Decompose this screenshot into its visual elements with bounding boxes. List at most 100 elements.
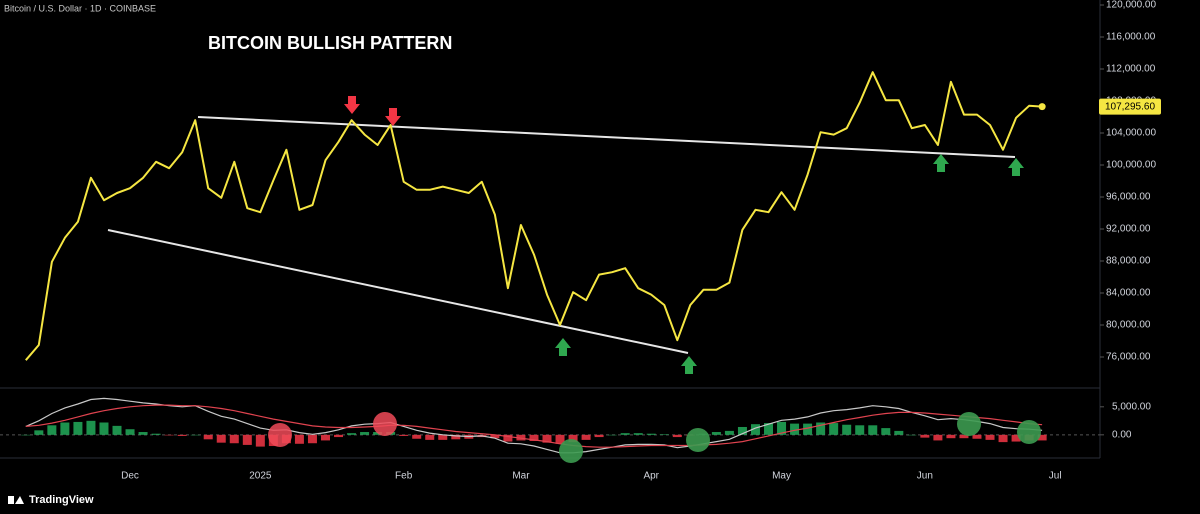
arrow-up <box>1008 158 1024 176</box>
histogram-bar <box>203 434 213 440</box>
histogram-bar <box>829 423 839 435</box>
histogram-bar <box>724 430 734 435</box>
histogram-bar <box>60 422 70 435</box>
histogram-bar <box>242 434 252 445</box>
histogram-bar <box>99 422 109 435</box>
header: Bitcoin / U.S. Dollar · 1D · COINBASE <box>4 3 156 13</box>
histogram-bar <box>360 432 370 435</box>
cross-marker <box>559 439 583 463</box>
histogram-bar <box>620 433 630 435</box>
crossover-markers <box>268 412 1041 463</box>
y-tick-label: 112,000.00 <box>1106 64 1156 75</box>
chart-title: BITCOIN BULLISH PATTERN <box>208 33 452 53</box>
histogram-bar <box>646 433 656 435</box>
arrow-up <box>681 356 697 374</box>
x-tick-label: Dec <box>121 471 139 482</box>
histogram-bar <box>1037 434 1047 441</box>
arrows <box>344 96 1024 374</box>
histogram-bar <box>959 434 969 439</box>
histogram-bar <box>842 424 852 435</box>
macd-line <box>25 397 1043 454</box>
macd-line <box>25 404 1043 448</box>
histogram-bar <box>933 434 943 441</box>
histogram-bar <box>568 434 578 443</box>
arrow-up <box>555 338 571 356</box>
y-tick-label: 100,000.00 <box>1106 160 1156 171</box>
cross-marker <box>373 412 397 436</box>
brand: TradingView <box>29 494 94 506</box>
x-tick-label: May <box>772 471 791 482</box>
arrow-up <box>933 154 949 172</box>
histogram-bar <box>138 432 148 435</box>
y-tick-label: 5,000.00 <box>1112 401 1151 412</box>
histogram-bar <box>764 423 774 435</box>
histogram-bar <box>438 434 448 440</box>
histogram-bar <box>946 434 956 439</box>
histogram-bar <box>542 434 552 443</box>
histogram-bar <box>490 434 500 439</box>
histogram-bar <box>399 434 409 436</box>
histogram-bar <box>190 434 200 436</box>
histogram-bar <box>790 423 800 435</box>
cross-marker <box>686 428 710 452</box>
histogram-bar <box>164 434 174 436</box>
histogram-bar <box>529 434 539 441</box>
x-tick-label: Jul <box>1049 471 1062 482</box>
histogram-bar <box>972 434 982 439</box>
histogram-bar <box>894 430 904 435</box>
y-tick-label: 116,000.00 <box>1106 32 1156 43</box>
histogram-bar <box>47 425 57 435</box>
x-tick-label: 2025 <box>249 471 272 482</box>
histogram-bar <box>73 421 83 435</box>
brand-logo <box>8 496 24 504</box>
cross-marker <box>1017 420 1041 444</box>
y-tick-label: 92,000.00 <box>1106 224 1151 235</box>
histogram-bar <box>1011 434 1021 442</box>
histogram-bar <box>881 428 891 435</box>
histogram-bar <box>659 434 669 435</box>
histogram-bar <box>151 433 161 435</box>
histogram-bar <box>425 434 435 440</box>
logo-part <box>15 496 24 504</box>
histogram-bar <box>34 430 44 435</box>
x-tick-label: Mar <box>512 471 530 482</box>
histogram-bar <box>711 432 721 435</box>
histogram-bar <box>868 425 878 435</box>
y-tick-label: 104,000.00 <box>1106 128 1156 139</box>
histogram-bar <box>347 433 357 435</box>
logo-part <box>8 496 14 504</box>
histogram-bar <box>412 434 422 439</box>
last-point <box>1038 103 1046 111</box>
histogram-bar <box>594 434 604 438</box>
histogram-bar <box>672 434 682 438</box>
price-tag <box>1099 98 1161 115</box>
histogram-bar <box>320 434 330 441</box>
arrow-down <box>344 96 360 114</box>
price-tag-label: 107,295.60 <box>1105 101 1155 112</box>
histogram-bar <box>907 434 917 436</box>
cross-marker <box>957 412 981 436</box>
histogram-bar <box>985 434 995 440</box>
histogram-bar <box>737 426 747 435</box>
histogram-bar <box>750 424 760 435</box>
trendline-lower <box>107 229 689 354</box>
histogram-bar <box>633 433 643 435</box>
y-tick-label: 80,000.00 <box>1106 320 1151 331</box>
arrow-down <box>385 108 401 126</box>
trendline-upper <box>197 116 1016 158</box>
histogram-bar <box>503 434 513 442</box>
histogram-bar <box>334 434 344 438</box>
histogram-bar <box>255 434 265 447</box>
y-tick-label: 120,000.00 <box>1106 0 1156 11</box>
histogram-bar <box>229 434 239 444</box>
histogram-bar <box>816 422 826 435</box>
histogram-bar <box>855 425 865 435</box>
y-tick-label: 88,000.00 <box>1106 256 1151 267</box>
y-tick-label: 0.00 <box>1112 429 1132 440</box>
histogram-bar <box>177 434 187 436</box>
histogram-bar <box>216 434 226 443</box>
cross-marker <box>268 423 292 447</box>
histogram-bar <box>21 434 31 436</box>
histogram-bar <box>307 434 317 444</box>
